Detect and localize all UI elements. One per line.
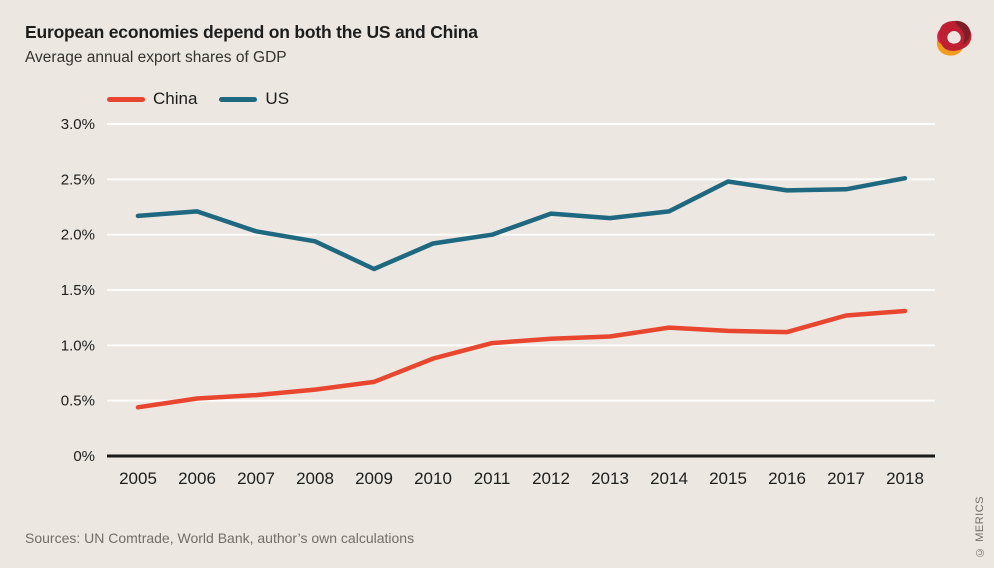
series-line-china: [135, 308, 908, 410]
y-tick-label-3.0%: 3.0%: [61, 116, 95, 133]
y-tick-label-0%: 0%: [73, 448, 95, 465]
chart-legend: China US: [107, 89, 289, 109]
x-tick-label-2018: 2018: [886, 469, 924, 488]
x-tick-label-2010: 2010: [414, 469, 452, 488]
x-tick-label-2011: 2011: [474, 469, 511, 488]
y-tick-label-0.5%: 0.5%: [61, 393, 95, 410]
y-tick-label-2.0%: 2.0%: [61, 227, 95, 244]
x-tick-label-2015: 2015: [709, 469, 747, 488]
sources-note: Sources: UN Comtrade, World Bank, author…: [25, 530, 415, 546]
legend-label-china: China: [153, 89, 198, 108]
merics-logo-icon: [936, 20, 972, 56]
x-tick-label-2012: 2012: [532, 469, 570, 488]
copyright-credit: © MERICS: [974, 496, 986, 558]
x-tick-label-2005: 2005: [119, 469, 157, 488]
x-tick-label-2006: 2006: [178, 469, 216, 488]
x-tick-label-2007: 2007: [237, 469, 275, 488]
y-tick-label-2.5%: 2.5%: [61, 171, 95, 188]
page-title: European economies depend on both the US…: [25, 22, 478, 42]
legend-item-china: China: [107, 89, 197, 109]
legend-item-us: US: [219, 89, 289, 109]
x-tick-label-2008: 2008: [296, 469, 334, 488]
y-tick-label-1.5%: 1.5%: [61, 282, 95, 299]
legend-label-us: US: [265, 89, 290, 108]
china-line-swatch-icon: [107, 96, 145, 102]
y-tick-label-1.0%: 1.0%: [61, 337, 95, 354]
us-line-swatch-icon: [219, 96, 258, 102]
x-tick-label-2014: 2014: [650, 469, 688, 488]
chart-subtitle: Average annual export shares of GDP: [25, 49, 287, 66]
x-tick-label-2017: 2017: [827, 469, 865, 488]
x-tick-label-2009: 2009: [355, 469, 393, 488]
series-line-us: [135, 175, 908, 272]
x-tick-label-2016: 2016: [768, 469, 806, 488]
x-tick-label-2013: 2013: [591, 469, 629, 488]
